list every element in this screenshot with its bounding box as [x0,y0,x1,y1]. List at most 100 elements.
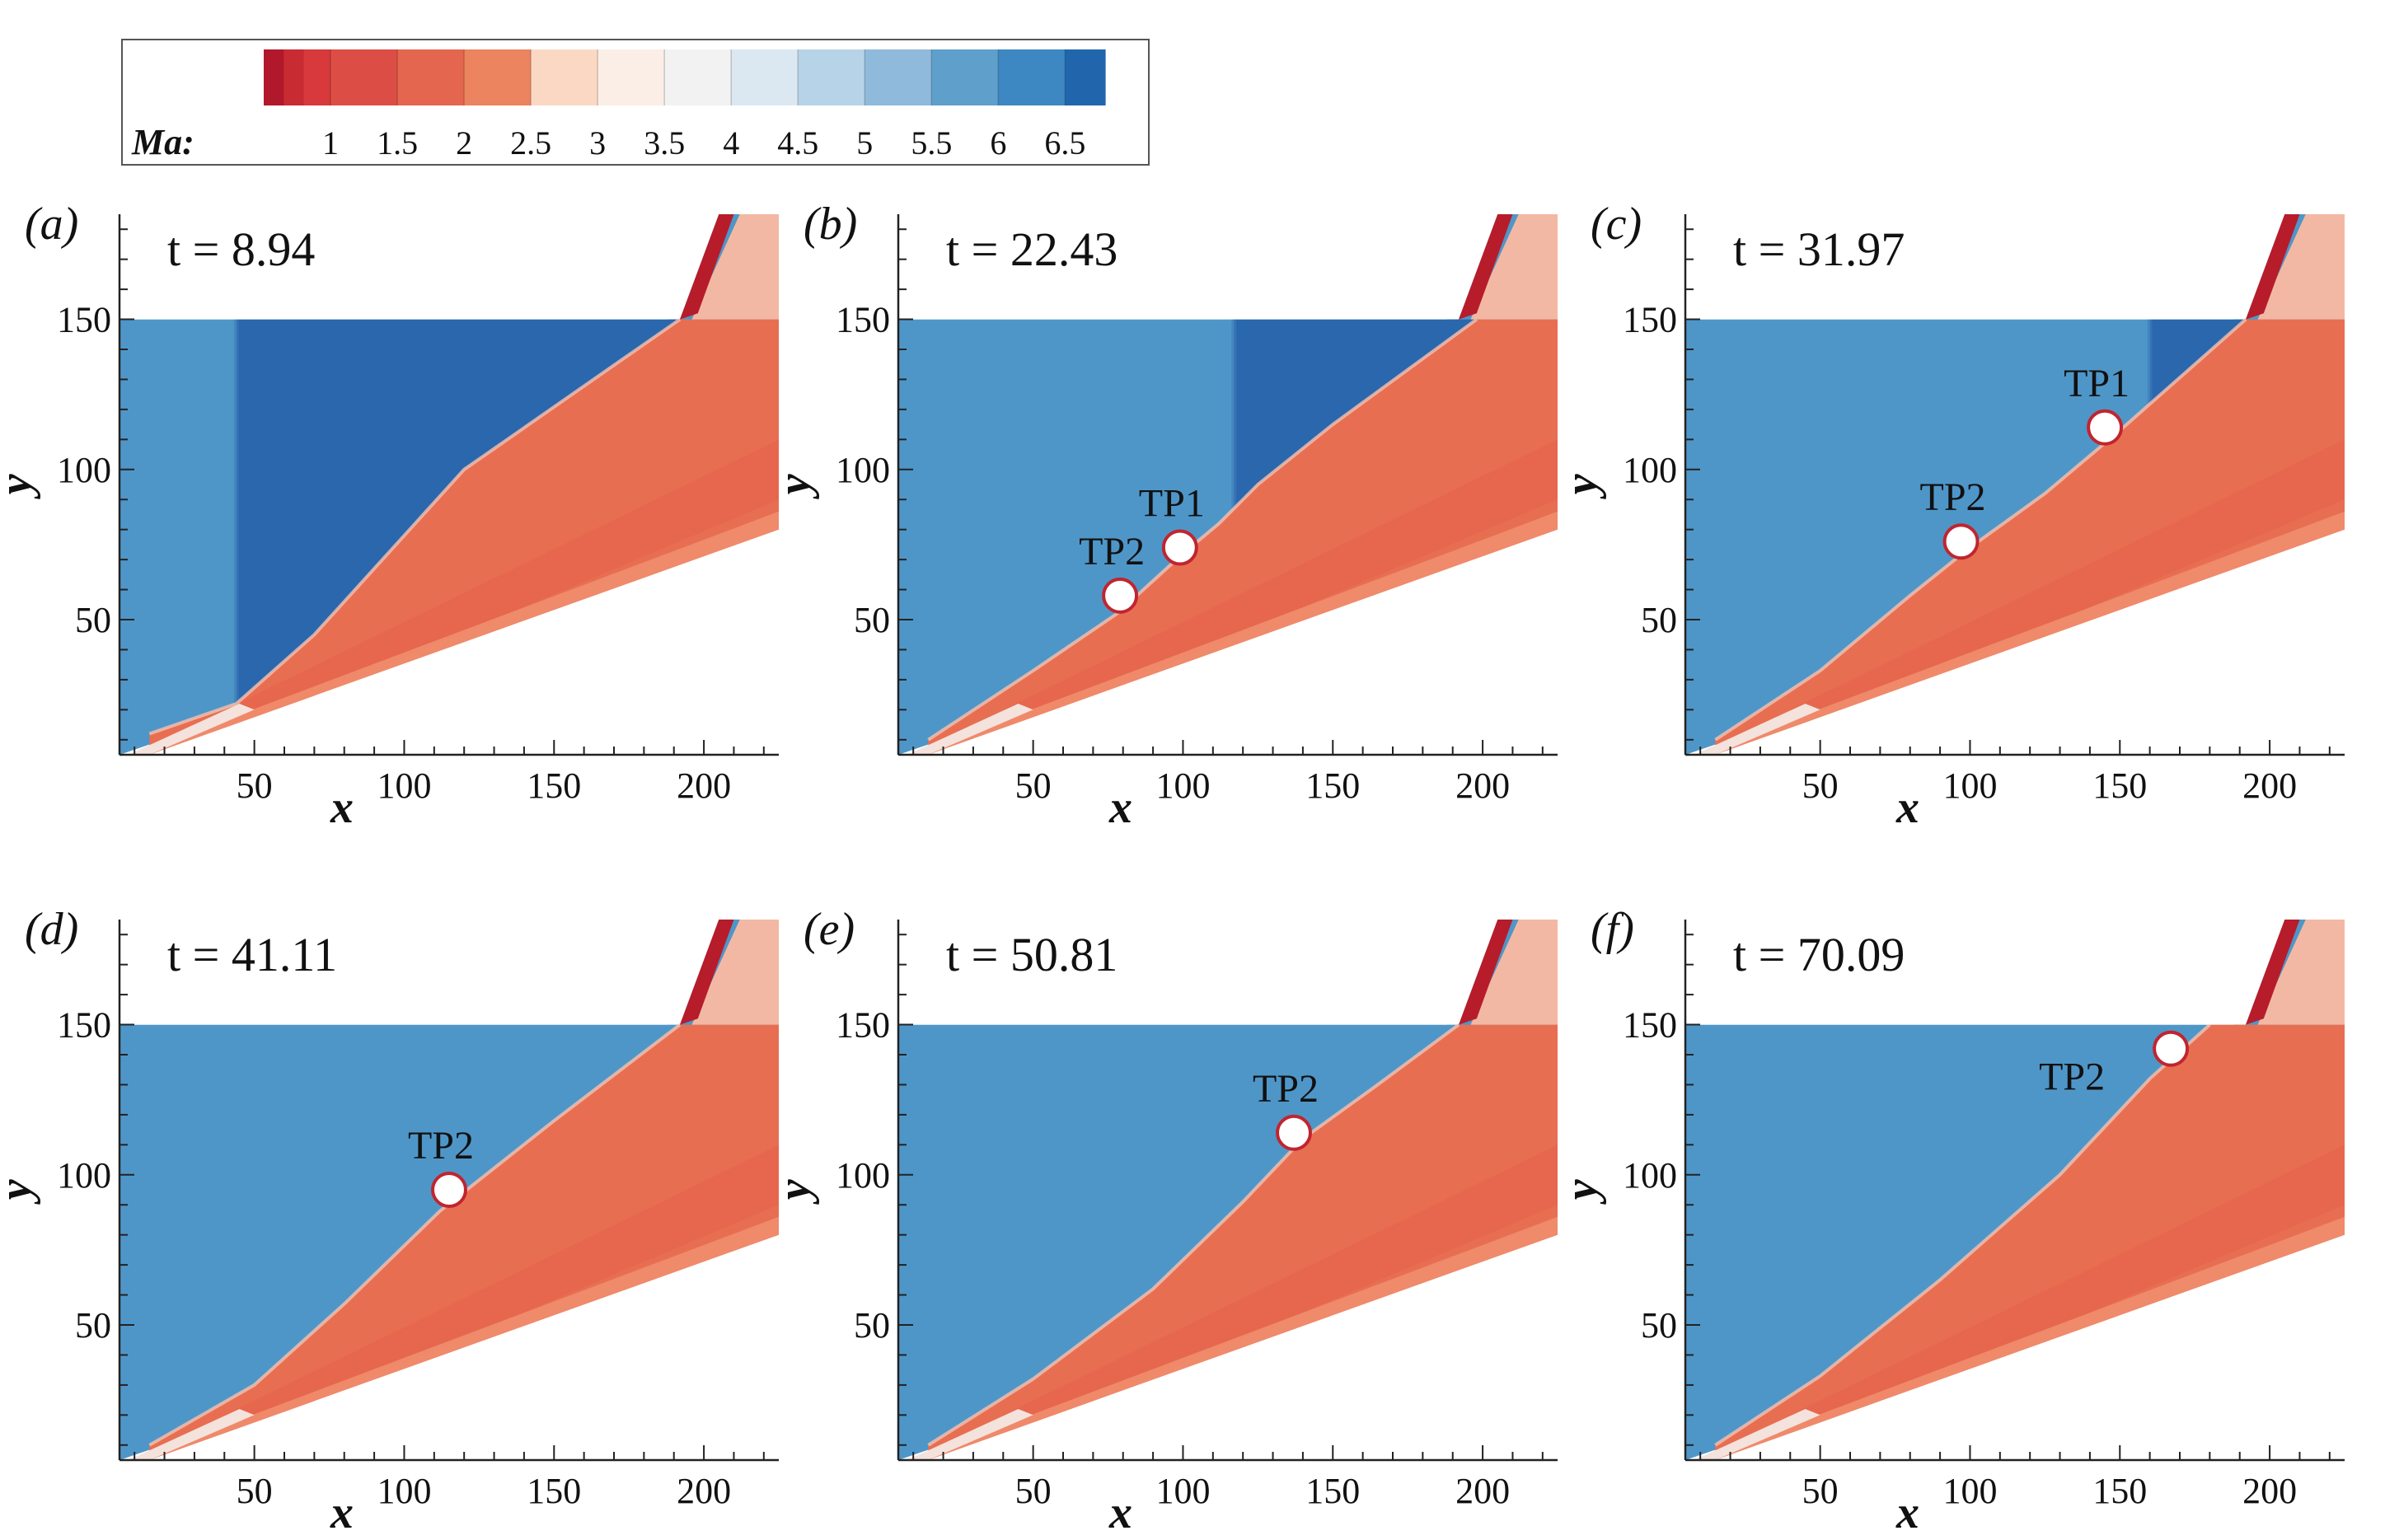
triple-point-marker [1276,1114,1312,1151]
below-wall [928,529,1558,755]
below-wall [149,529,779,755]
y-tick-label: 150 [836,1005,890,1046]
x-tick-label: 150 [527,765,581,806]
time-label: t = 8.94 [167,222,315,276]
triple-point-label: TP2 [1920,475,1986,519]
colorbar-tick-label: 3.5 [644,124,685,161]
x-tick-label: 200 [677,765,731,806]
colorbar: 1 1.5 2 2.5 3 3.5 4 4.5 5 5.5 6 6.5 Ma: [121,39,1150,166]
y-tick-label: 150 [1623,1005,1677,1046]
x-tick-label: 100 [377,1471,431,1511]
outside-domain [1685,214,2270,320]
panels-grid: 50 100 150 200 50 100 150 x y (a) t = 8.94 50 100 150… [0,199,2345,1538]
x-tick-label: 150 [2092,1471,2147,1511]
time-label: t = 41.11 [167,928,337,981]
y-tick-label: 100 [57,1155,111,1196]
colorbar-segment [865,49,932,105]
near-wall-pale [1694,704,1820,755]
colorbar-tick-label: 5 [856,124,873,161]
x-tick-label: 150 [1305,1471,1360,1511]
below-wall [1715,529,2345,755]
x-tick-label: 100 [1942,765,1997,806]
inner-band [224,439,779,734]
wall-layer [928,1216,1558,1460]
x-tick-label: 100 [1155,765,1210,806]
y-axis-label: y [769,1178,820,1205]
shocked-region [149,319,779,755]
triple-point-label: TP2 [408,1124,474,1168]
triple-point-marker [1161,529,1198,566]
x-axis-label: x [330,1487,354,1538]
panel-label: (a) [25,199,78,250]
flow-field [898,920,1558,1460]
x-tick-label: 200 [2242,1471,2297,1511]
colorbar-segment [264,49,284,105]
colorbar-segment [664,49,732,105]
x-axis-label: x [1108,1487,1132,1538]
colorbar-tick-label: 4 [723,124,739,161]
colorbar-segment [531,49,598,105]
x-tick-label: 50 [1802,765,1839,806]
x-tick-label: 150 [527,1471,581,1511]
x-tick-label: 50 [237,1471,273,1511]
y-tick-label: 50 [75,600,111,640]
time-label: t = 31.97 [1733,222,1905,276]
colorbar-tick-label: 3 [589,124,606,161]
x-tick-label: 100 [1155,1471,1210,1511]
upper-plume [1470,214,1558,320]
upper-jet [2246,214,2300,320]
outside-domain [119,920,705,1025]
upper-plume [691,920,779,1025]
colorbar-segment [1065,49,1106,105]
y-tick-label: 100 [836,450,890,490]
colorbar-tick-label: 2.5 [510,124,551,161]
shock-front-line [927,317,1478,742]
flow-field [119,214,779,755]
colorbar-tick-label: 6 [990,124,1006,161]
flow-field [1685,920,2345,1460]
x-tick-label: 200 [1455,765,1510,806]
x-tick-label: 200 [677,1471,731,1511]
x-tick-label: 100 [377,765,431,806]
upper-jet [2246,920,2300,1025]
upper-plume [2257,920,2345,1025]
x-tick-label: 50 [1015,765,1052,806]
panel-d: 50 100 150 200 50 100 150 x y (d) t = 41.11 TP2 [0,904,779,1538]
y-tick-label: 100 [1623,1155,1677,1196]
time-label: t = 22.43 [946,222,1118,276]
wall-layer [149,1216,779,1460]
near-wall-pale [907,704,1033,755]
inner-band [224,1144,779,1439]
triple-point-label: TP1 [2064,362,2130,405]
x-tick-label: 150 [2092,765,2147,806]
shocked-region [1715,1024,2345,1460]
shocked-region [1715,319,2345,755]
triple-point-label: TP2 [1253,1067,1319,1111]
wall-layer [1715,511,2345,755]
upper-jet [680,214,734,320]
colorbar-segment [330,49,398,105]
x-axis-label: x [1895,1487,1919,1538]
y-tick-label: 50 [1641,600,1677,640]
x-tick-label: 50 [1802,1471,1839,1511]
y-tick-label: 150 [57,1005,111,1046]
y-axis-label: y [0,1178,41,1205]
colorbar-segment [998,49,1066,105]
colorbar-segment [798,49,865,105]
y-tick-label: 100 [836,1155,890,1196]
x-tick-label: 150 [1305,765,1360,806]
inner-band [1003,1144,1558,1439]
wall-layer [1715,1216,2345,1460]
outside-domain [898,920,1483,1025]
panel-label: (c) [1591,199,1642,250]
shocked-region [928,1024,1558,1460]
inner-band [1790,439,2345,734]
near-wall-pale [907,1409,1033,1460]
shocked-region [928,319,1558,755]
x-axis-label: x [1108,782,1132,833]
upper-plume [1470,920,1558,1025]
flow-field [1685,214,2345,755]
y-axis-label: y [769,473,820,499]
colorbar-segment [731,49,799,105]
